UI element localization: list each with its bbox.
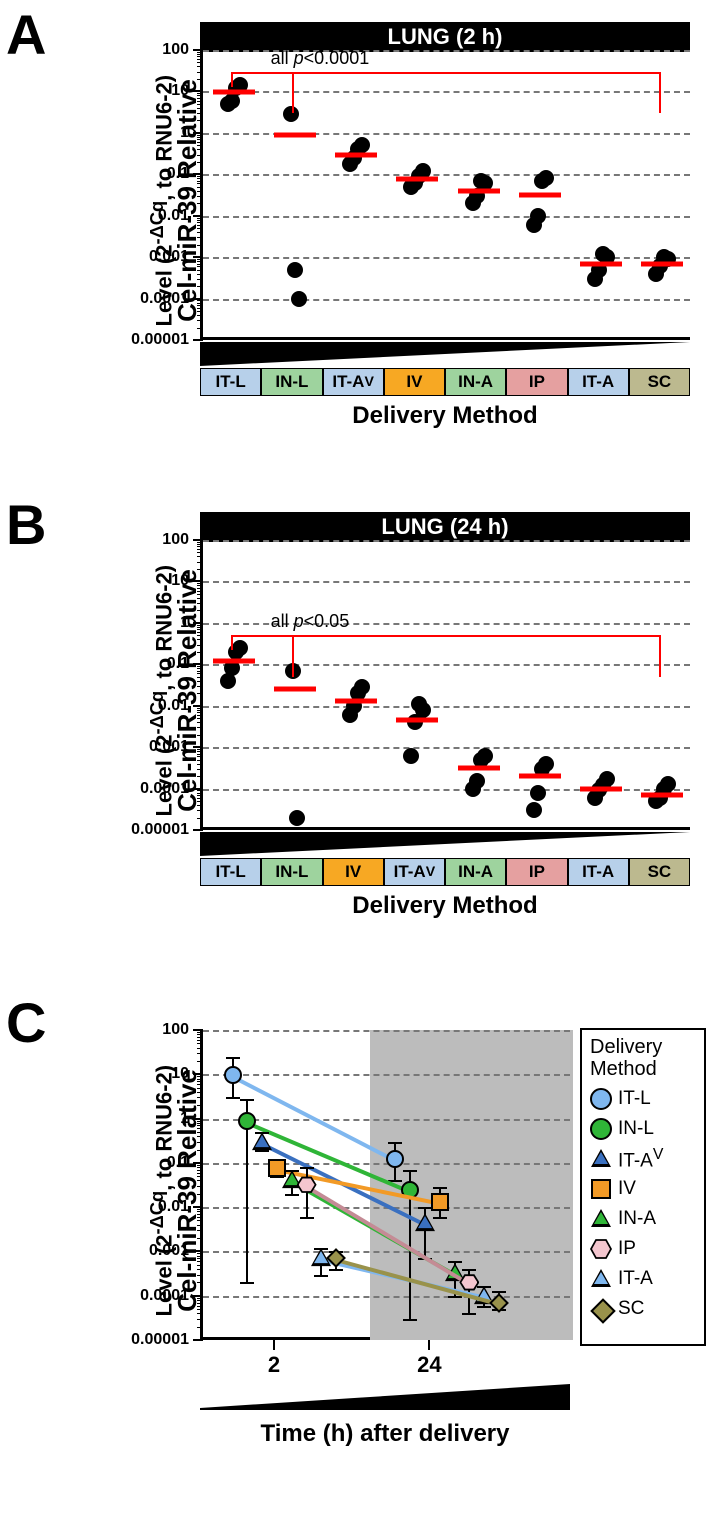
point xyxy=(526,802,542,818)
category-IN-L: IN-L xyxy=(261,368,322,396)
category-SC: SC xyxy=(629,858,690,886)
point xyxy=(403,748,419,764)
category-IV: IV xyxy=(384,368,445,396)
category-IT-A: IT-A xyxy=(568,368,629,396)
median-bar xyxy=(396,177,438,182)
median-bar xyxy=(641,792,683,797)
point xyxy=(599,771,615,787)
category-IN-A: IN-A xyxy=(445,368,506,396)
category-SC: SC xyxy=(629,368,690,396)
median-bar xyxy=(458,188,500,193)
category-IT-A: IT-A xyxy=(568,858,629,886)
category-IT-L: IT-L xyxy=(200,368,261,396)
median-bar xyxy=(580,786,622,791)
median-bar xyxy=(335,698,377,703)
point xyxy=(660,776,676,792)
median-bar xyxy=(519,774,561,779)
point xyxy=(283,106,299,122)
median-bar xyxy=(396,718,438,723)
point xyxy=(289,810,305,826)
point xyxy=(477,748,493,764)
point xyxy=(530,785,546,801)
median-bar xyxy=(580,261,622,266)
category-IP: IP xyxy=(506,368,567,396)
median-bar xyxy=(641,261,683,266)
category-IN-A: IN-A xyxy=(445,858,506,886)
panel-letter-A: A xyxy=(6,2,46,67)
category-IN-L: IN-L xyxy=(261,858,322,886)
median-bar xyxy=(274,132,316,137)
xlabel-C: Time (h) after delivery xyxy=(200,1420,570,1448)
point xyxy=(530,208,546,224)
category-IV: IV xyxy=(323,858,384,886)
median-bar xyxy=(335,152,377,157)
median-bar xyxy=(274,687,316,692)
category-IP: IP xyxy=(506,858,567,886)
median-bar xyxy=(213,90,255,95)
point xyxy=(538,170,554,186)
panel-letter-B: B xyxy=(6,492,46,557)
category-IT-L: IT-L xyxy=(200,858,261,886)
chart-area-B: 0.000010.00010.0010.010.1110100 xyxy=(200,540,690,830)
legend-C: DeliveryMethodIT-LIN-LIT-AVIVIN-AIPIT-AS… xyxy=(580,1028,706,1346)
point xyxy=(354,679,370,695)
point xyxy=(469,773,485,789)
category-IT-AV: IT-AV xyxy=(323,368,384,396)
median-bar xyxy=(519,192,561,197)
point xyxy=(415,702,431,718)
chart-header-B: LUNG (24 h) xyxy=(200,512,690,542)
chart-area-C: 0.000010.00010.0010.010.1110100 xyxy=(200,1030,570,1340)
point xyxy=(538,756,554,772)
point xyxy=(354,137,370,153)
chart-area-A: 0.000010.00010.0010.010.1110100 xyxy=(200,50,690,340)
point xyxy=(291,291,307,307)
xlabel-A: Delivery Method xyxy=(200,402,690,430)
point xyxy=(232,640,248,656)
panel-letter-C: C xyxy=(6,990,46,1055)
median-bar xyxy=(213,659,255,664)
category-IT-AV: IT-AV xyxy=(384,858,445,886)
median-bar xyxy=(458,765,500,770)
xlabel-B: Delivery Method xyxy=(200,892,690,920)
point xyxy=(287,262,303,278)
